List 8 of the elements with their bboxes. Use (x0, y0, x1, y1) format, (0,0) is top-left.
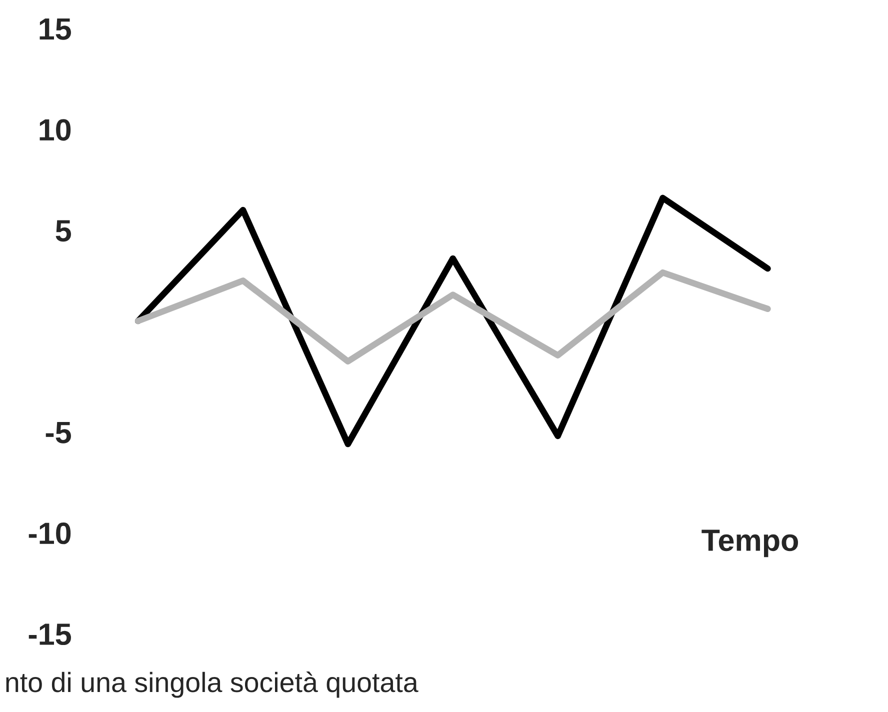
y-tick-label: -5 (46, 422, 71, 444)
y-tick-label: 5 (56, 220, 71, 242)
y-tick-label: 15 (40, 18, 71, 40)
y-tick-label: -10 (28, 522, 71, 544)
text: nto di una singola società quotata (6, 672, 418, 698)
y-tick-label: 10 (40, 119, 71, 141)
y-tick-label: -15 (28, 624, 71, 646)
x-axis-title: Tempo (702, 530, 798, 558)
